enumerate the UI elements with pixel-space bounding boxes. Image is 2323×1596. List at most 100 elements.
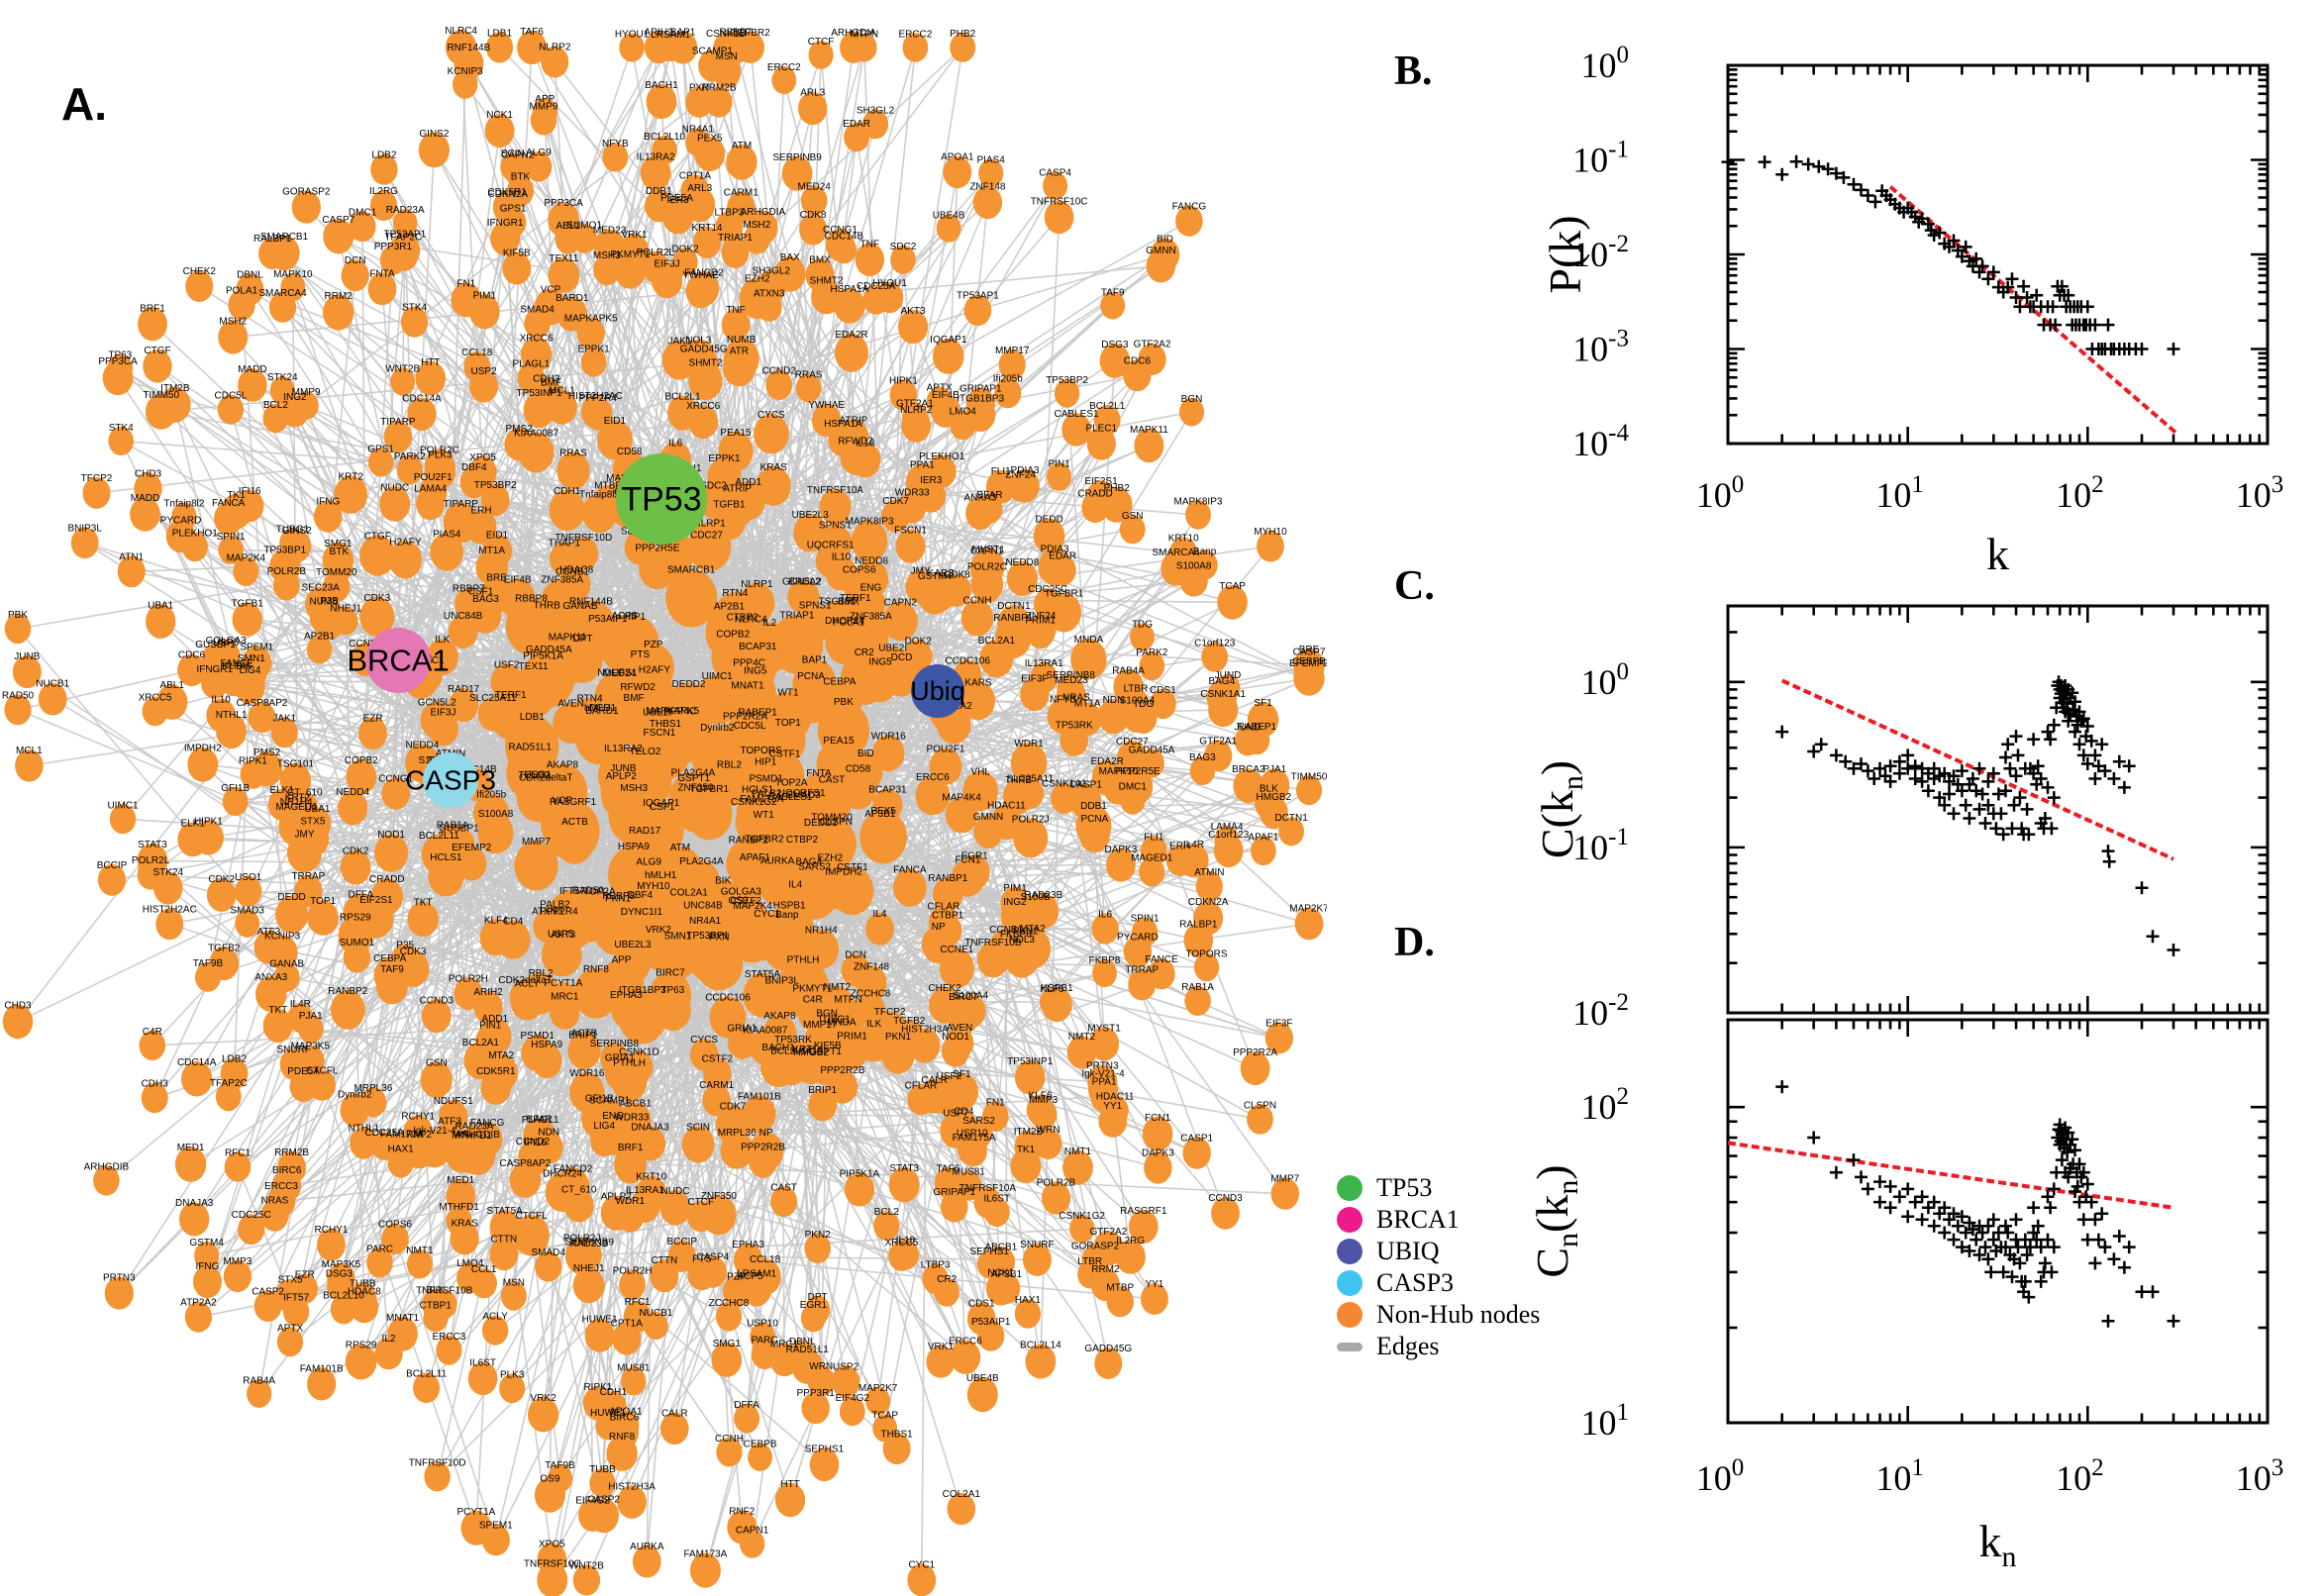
network-node-label: CALR	[661, 1409, 688, 1420]
network-node-label: ABCB1	[985, 1243, 1018, 1253]
network-node-label: RABEP1	[738, 707, 777, 718]
network-node-label: MTPN	[851, 30, 878, 41]
network-node-label: VHL	[970, 767, 990, 778]
data-point	[2027, 1201, 2041, 1215]
network-node-label: BFAR	[977, 490, 1003, 501]
network-node-label: NRAS	[261, 1196, 289, 1207]
network-node-label: PHB2	[950, 29, 976, 40]
network-node-label: PDE5A	[287, 1066, 320, 1077]
network-node-label: TKT	[268, 1005, 287, 1016]
network-node-label: MMP9	[530, 101, 558, 112]
x-axis-title: k	[1986, 529, 2009, 579]
network-node-label: TCAP	[871, 1410, 898, 1421]
network-node-label: NR1H4	[805, 925, 838, 936]
network-node-label: STAT3	[889, 1163, 919, 1174]
network-node-label: ACLY	[482, 1312, 508, 1323]
network-node-label: PIM1	[473, 290, 497, 301]
network-node-label: SCIN	[501, 149, 525, 159]
network-node-label: TEX11	[549, 253, 578, 264]
network-node-label: P53AIP1	[588, 614, 628, 625]
network-node-label: NDUFS1	[434, 1096, 473, 1107]
network-node-label: NLRC4	[735, 615, 767, 626]
network-node-label: AURKA	[760, 855, 795, 866]
network-node-label: LIG4	[593, 1121, 615, 1132]
network-node-label: OS9	[540, 1473, 559, 1484]
network-node-label: ARHGDIB	[84, 1161, 130, 1172]
network-node-label: FN1	[986, 1098, 1005, 1109]
network-node-label: HSPA1A	[824, 419, 862, 430]
network-node-label: JMY	[295, 830, 315, 841]
network-node-label: MAPK8IP3	[1174, 496, 1223, 507]
network-node-label: TAF9	[1101, 288, 1125, 299]
edge	[948, 859, 1181, 1096]
network-node-label: WDR33	[614, 1112, 649, 1123]
network-node-label: FKBP8	[1089, 955, 1121, 966]
network-node-label: CDC14A	[402, 394, 442, 405]
axis-ticks	[1726, 606, 2270, 1015]
network-node-label: WNT2B	[385, 364, 420, 375]
network-node-label: HIPK1	[194, 816, 223, 827]
network-node-label: ING5	[868, 657, 892, 668]
network-node-label: BAP1	[802, 655, 828, 666]
network-node-label: HTT	[421, 357, 440, 368]
network-node-label: PTS	[631, 649, 651, 660]
network-node-label: PJA1	[299, 1011, 323, 1022]
network-node-label: TOP2A	[775, 778, 808, 789]
network-node-label: TGFB2	[208, 943, 241, 953]
network-node-label: KRT10	[1168, 534, 1199, 545]
data-point	[1999, 1219, 2012, 1233]
network-node-label: AP3B1	[864, 809, 896, 820]
network-node-label: RRM2B	[274, 1147, 309, 1158]
network-node-label: UBA1	[148, 600, 174, 611]
network-node-label: CR2	[937, 1274, 957, 1285]
network-node-label: UIMC1	[702, 671, 734, 682]
fit-line	[1727, 1141, 2174, 1210]
network-node-label: ATMIN	[1194, 867, 1224, 878]
network-node-label: NUMB	[727, 335, 757, 346]
data-point	[1814, 738, 1828, 751]
y-tick-label: 10-1	[1572, 137, 1629, 180]
network-node-label: ERCC6	[949, 1336, 982, 1347]
data-point	[1963, 812, 1976, 825]
data-point	[2102, 854, 2116, 868]
network-node-label: ARIH2	[473, 987, 503, 998]
network-node-label: GORASP2	[1071, 1241, 1120, 1251]
network-node-label: Dynlrb2	[700, 723, 735, 734]
network-node-label: C1orf123	[1194, 638, 1236, 648]
network-node-label: CDC14A	[177, 1057, 217, 1068]
edge	[117, 377, 397, 794]
data-point	[2009, 730, 2023, 744]
network-node-label: DNAJA3	[175, 1198, 214, 1209]
network-node-label: TNF	[726, 305, 745, 316]
network-node-label: PLA2G4A	[679, 856, 724, 867]
network-node-label: BID	[858, 748, 874, 759]
network-node-label: AP2B1	[714, 602, 746, 613]
network-node-label: MTBP	[1106, 1282, 1134, 1293]
network-node-label: BIRC7	[656, 967, 685, 978]
network-node-label: PIN1	[1048, 458, 1070, 469]
network-node-label: NUDC	[380, 482, 409, 493]
network-node-label: NMT2	[824, 982, 852, 993]
network-node-label: GSTM4	[189, 1238, 224, 1248]
edge	[152, 859, 583, 1257]
network-node-label: GSN	[426, 1057, 448, 1068]
network-node-label: BRE	[486, 573, 507, 584]
network-node-label: ATXN3	[532, 907, 563, 918]
network-node-label: PCNA	[797, 671, 825, 682]
network-node-label: TAF9	[380, 964, 404, 975]
network-node-label: RBL2	[717, 759, 742, 770]
network-node-label: CARM1	[699, 1080, 734, 1091]
data-point	[1861, 1182, 1874, 1196]
network-node-label: PIP5K1A	[840, 1168, 880, 1179]
network-node-label: POLR2C	[967, 562, 1007, 573]
network-node-label: CDC14B	[825, 232, 864, 243]
network-node-label: CDS1	[1150, 685, 1176, 696]
network-node-label: GMNN	[1146, 246, 1176, 256]
network-node-label: SPIN1	[1131, 914, 1160, 925]
network-node-label: LTBR	[1123, 684, 1148, 695]
network-node-label: LTBP3	[921, 1260, 951, 1271]
network-node-label: ERCC3	[264, 1181, 298, 1192]
network-node	[695, 936, 744, 991]
network-node-label: LDB1	[520, 712, 545, 723]
